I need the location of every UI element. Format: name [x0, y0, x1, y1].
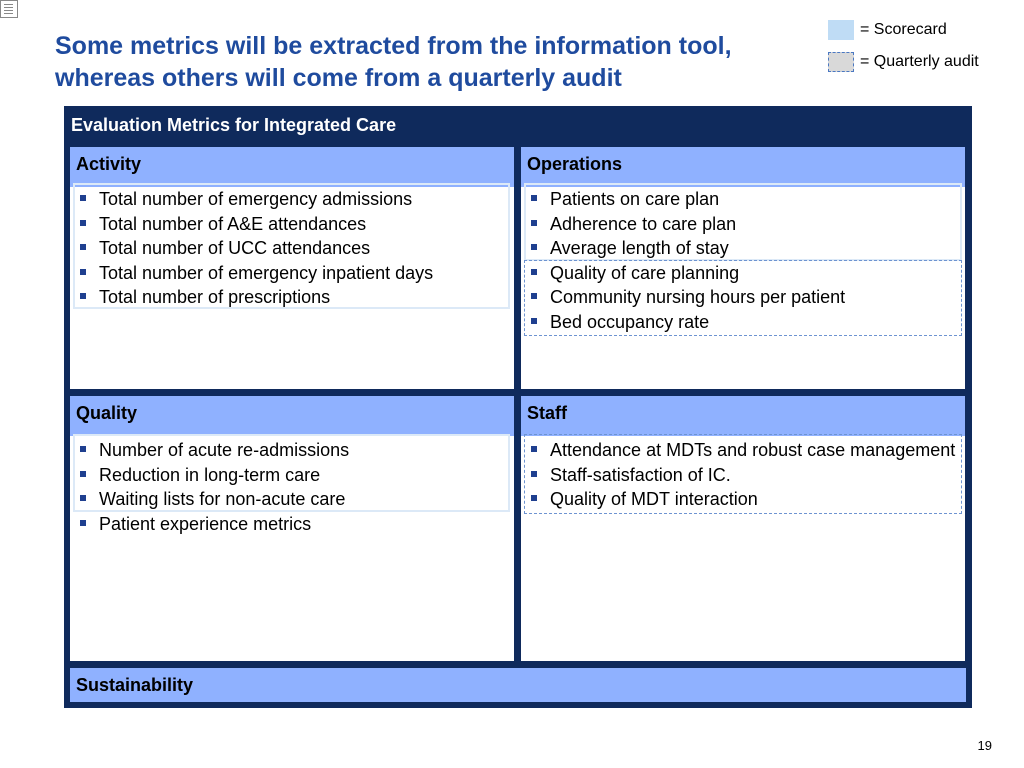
panel-title: Evaluation Metrics for Integrated Care — [71, 115, 397, 135]
slide-title: Some metrics will be extracted from the … — [55, 30, 825, 94]
staff-metrics-list: Attendance at MDTs and robust case manag… — [527, 438, 959, 512]
slide-title-line-1: Some metrics will be extracted from the … — [55, 32, 732, 60]
list-item: Total number of prescriptions — [76, 285, 508, 310]
list-item: Average length of stay — [527, 236, 959, 261]
list-item: Reduction in long-term care — [76, 463, 508, 488]
list-item: Total number of UCC attendances — [76, 236, 508, 261]
legend-audit-label: = Quarterly audit — [860, 53, 979, 70]
list-item: Attendance at MDTs and robust case manag… — [527, 438, 959, 463]
audit-highlight — [524, 434, 962, 514]
scorecard-highlight — [73, 434, 510, 512]
list-item: Quality of MDT interaction — [527, 487, 959, 512]
evaluation-metrics-panel: Evaluation Metrics for Integrated Care A… — [64, 106, 972, 708]
list-item: Quality of care planning — [527, 261, 959, 286]
list-item: Bed occupancy rate — [527, 310, 959, 335]
heading-divider — [70, 431, 514, 436]
operations-metrics-list: Patients on care plan Adherence to care … — [527, 187, 959, 334]
quadrant-quality: Quality Number of acute re-admissions Re… — [70, 396, 514, 661]
quadrant-heading: Quality — [70, 396, 514, 431]
list-item: Adherence to care plan — [527, 212, 959, 237]
legend-audit: = Quarterly audit — [828, 52, 1018, 74]
quality-metrics-list: Number of acute re-admissions Reduction … — [76, 438, 508, 536]
quadrant-heading: Operations — [521, 147, 965, 182]
legend-scorecard: = Scorecard — [828, 20, 1018, 42]
audit-swatch — [828, 52, 854, 72]
legend-scorecard-label: = Scorecard — [860, 21, 947, 38]
slide-title-line-2: whereas others will come from a quarterl… — [55, 64, 622, 92]
page-number: 19 — [977, 738, 992, 753]
quadrant-heading: Staff — [521, 396, 965, 431]
list-item: Waiting lists for non-acute care — [76, 487, 508, 512]
scorecard-swatch — [828, 20, 854, 40]
heading-divider — [521, 431, 965, 436]
list-item: Number of acute re-admissions — [76, 438, 508, 463]
list-item: Total number of A&E attendances — [76, 212, 508, 237]
audit-highlight — [524, 260, 962, 336]
document-icon — [0, 0, 18, 18]
list-item: Community nursing hours per patient — [527, 285, 959, 310]
list-item: Staff-satisfaction of IC. — [527, 463, 959, 488]
scorecard-highlight — [73, 183, 510, 309]
list-item: Patient experience metrics — [76, 512, 508, 537]
quadrant-staff: Staff Attendance at MDTs and robust case… — [521, 396, 965, 661]
list-item: Total number of emergency inpatient days — [76, 261, 508, 286]
quadrant-activity: Activity Total number of emergency admis… — [70, 147, 514, 389]
activity-metrics-list: Total number of emergency admissions Tot… — [76, 187, 508, 310]
list-item: Total number of emergency admissions — [76, 187, 508, 212]
legend: = Scorecard = Quarterly audit — [828, 20, 1018, 84]
list-item: Patients on care plan — [527, 187, 959, 212]
quadrant-operations: Operations Patients on care plan Adheren… — [521, 147, 965, 389]
quadrant-sustainability: Sustainability — [70, 668, 966, 702]
quadrant-heading: Activity — [70, 147, 514, 182]
